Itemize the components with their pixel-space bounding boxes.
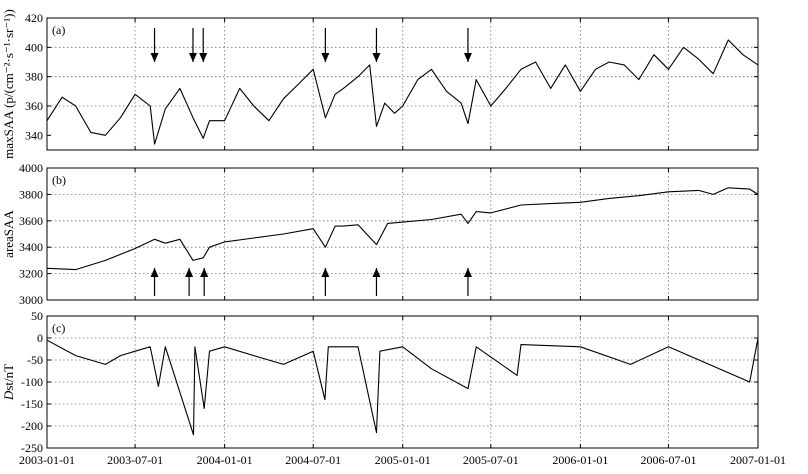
y-tick-label: 3600 xyxy=(19,214,43,228)
event-arrow-head xyxy=(321,53,330,62)
event-arrow-head xyxy=(463,268,472,277)
panel-label: (a) xyxy=(52,23,65,37)
x-tick-label: 2006-01-01 xyxy=(552,453,608,467)
y-tick-label: -150 xyxy=(21,397,43,411)
y-tick-label: 400 xyxy=(25,40,43,54)
x-tick-label: 2005-01-01 xyxy=(375,453,431,467)
y-tick-label: 50 xyxy=(31,309,43,323)
y-tick-label: -250 xyxy=(21,441,43,455)
event-arrow-head xyxy=(321,268,330,277)
panel-b: 3000 3200 3400 3600 3800 4000 (b) areaSAA xyxy=(1,161,759,307)
y-axis-label: Dst/nT xyxy=(1,364,16,401)
x-tick-label: 2003-01-01 xyxy=(19,453,75,467)
x-tick-label: 2004-07-01 xyxy=(285,453,341,467)
panel-label: (c) xyxy=(52,321,65,335)
y-tick-label: 420 xyxy=(25,11,43,25)
y-tick-label: 3800 xyxy=(19,187,43,201)
panel-a: 340 360 380 400 420 (a) maxSAA (p/(cm⁻²·s⁻¹·sr… xyxy=(1,9,759,159)
y-tick-label: -100 xyxy=(21,375,43,389)
y-tick-label: 4000 xyxy=(19,161,43,175)
series-line xyxy=(46,39,759,145)
event-arrow-head xyxy=(188,53,197,62)
event-arrow-head xyxy=(150,53,159,62)
x-tick-label: 2004-01-01 xyxy=(197,453,253,467)
event-arrow-head xyxy=(463,53,472,62)
event-arrow-head xyxy=(200,268,209,277)
series-line xyxy=(46,337,759,436)
y-axis-label: maxSAA (p/(cm⁻²·s⁻¹·sr⁻¹)) xyxy=(1,9,16,159)
event-arrow-head xyxy=(372,268,381,277)
y-tick-label: 380 xyxy=(25,70,43,84)
y-tick-label: 3000 xyxy=(19,293,43,307)
x-tick-label: 2005-07-01 xyxy=(463,453,519,467)
panel-label: (b) xyxy=(52,173,66,187)
event-arrow-head xyxy=(199,53,208,62)
y-tick-label: -200 xyxy=(21,419,43,433)
y-tick-label: 0 xyxy=(37,331,43,345)
y-tick-label: 360 xyxy=(25,99,43,113)
y-tick-label: 340 xyxy=(25,128,43,142)
y-axis-label: areaSAA xyxy=(1,210,16,258)
y-tick-label: 3400 xyxy=(19,240,43,254)
event-arrow-head xyxy=(150,268,159,277)
series-line xyxy=(46,187,759,271)
y-tick-label: 3200 xyxy=(19,267,43,281)
x-tick-label: 2007-01-01 xyxy=(730,453,786,467)
event-arrow-head xyxy=(372,53,381,62)
y-tick-label: -50 xyxy=(27,353,43,367)
panel-c: -250 -200 -150 -100 -50 0 50 2003-01-01 2003-07-… xyxy=(1,309,786,467)
x-tick-label: 2003-07-01 xyxy=(107,453,163,467)
x-tick-label: 2006-07-01 xyxy=(640,453,696,467)
event-arrow-head xyxy=(185,268,194,277)
